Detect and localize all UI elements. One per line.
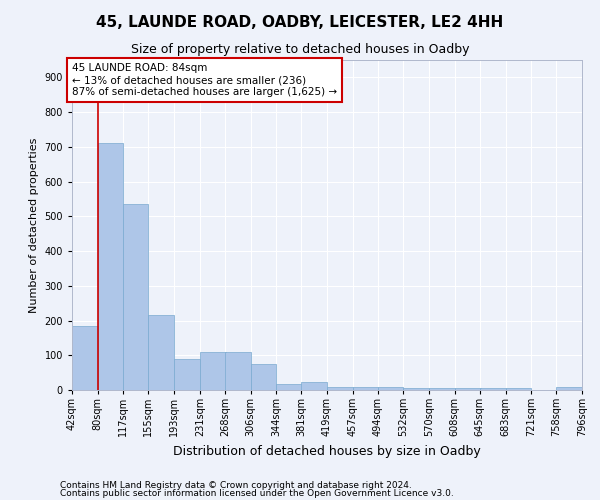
Bar bbox=[123, 204, 148, 390]
Bar bbox=[480, 388, 506, 390]
Bar bbox=[506, 388, 531, 390]
Bar bbox=[72, 326, 98, 390]
Text: Contains HM Land Registry data © Crown copyright and database right 2024.: Contains HM Land Registry data © Crown c… bbox=[60, 480, 412, 490]
Bar bbox=[429, 388, 455, 390]
Text: 45 LAUNDE ROAD: 84sqm
← 13% of detached houses are smaller (236)
87% of semi-det: 45 LAUNDE ROAD: 84sqm ← 13% of detached … bbox=[72, 64, 337, 96]
Text: 45, LAUNDE ROAD, OADBY, LEICESTER, LE2 4HH: 45, LAUNDE ROAD, OADBY, LEICESTER, LE2 4… bbox=[97, 15, 503, 30]
Y-axis label: Number of detached properties: Number of detached properties bbox=[29, 138, 39, 312]
Bar bbox=[225, 352, 251, 390]
Bar bbox=[200, 352, 226, 390]
Bar bbox=[455, 388, 481, 390]
Bar bbox=[301, 382, 327, 390]
Bar bbox=[148, 316, 174, 390]
Bar bbox=[98, 144, 124, 390]
Bar bbox=[556, 387, 582, 390]
X-axis label: Distribution of detached houses by size in Oadby: Distribution of detached houses by size … bbox=[173, 444, 481, 458]
Bar bbox=[174, 358, 200, 390]
Bar bbox=[276, 384, 302, 390]
Text: Contains public sector information licensed under the Open Government Licence v3: Contains public sector information licen… bbox=[60, 489, 454, 498]
Bar bbox=[378, 387, 403, 390]
Bar bbox=[353, 386, 379, 390]
Bar bbox=[403, 388, 429, 390]
Bar bbox=[327, 387, 353, 390]
Text: Size of property relative to detached houses in Oadby: Size of property relative to detached ho… bbox=[131, 42, 469, 56]
Bar bbox=[251, 364, 276, 390]
